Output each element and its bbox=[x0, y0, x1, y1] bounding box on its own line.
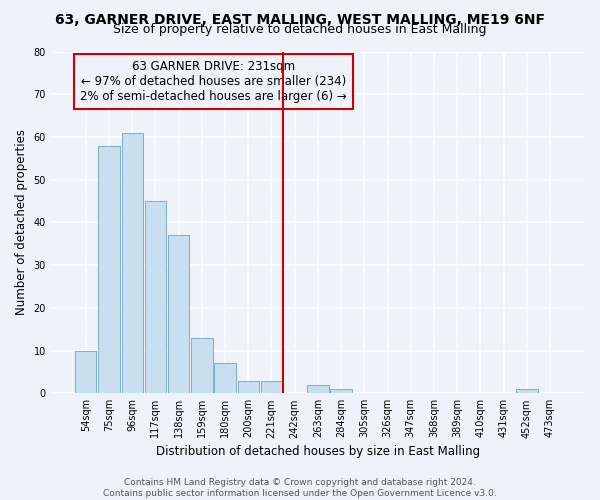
Bar bbox=[238, 380, 259, 394]
Bar bbox=[98, 146, 119, 394]
Bar bbox=[168, 235, 189, 394]
Text: Contains HM Land Registry data © Crown copyright and database right 2024.
Contai: Contains HM Land Registry data © Crown c… bbox=[103, 478, 497, 498]
Y-axis label: Number of detached properties: Number of detached properties bbox=[15, 130, 28, 316]
Bar bbox=[214, 364, 236, 394]
Text: 63 GARNER DRIVE: 231sqm
← 97% of detached houses are smaller (234)
2% of semi-de: 63 GARNER DRIVE: 231sqm ← 97% of detache… bbox=[80, 60, 347, 103]
Text: Size of property relative to detached houses in East Malling: Size of property relative to detached ho… bbox=[113, 22, 487, 36]
Text: 63, GARNER DRIVE, EAST MALLING, WEST MALLING, ME19 6NF: 63, GARNER DRIVE, EAST MALLING, WEST MAL… bbox=[55, 12, 545, 26]
Bar bbox=[331, 389, 352, 394]
Bar bbox=[261, 380, 282, 394]
Bar bbox=[145, 201, 166, 394]
Bar bbox=[307, 385, 329, 394]
Bar bbox=[191, 338, 212, 394]
Bar bbox=[75, 350, 97, 394]
Bar bbox=[122, 132, 143, 394]
Bar bbox=[516, 389, 538, 394]
X-axis label: Distribution of detached houses by size in East Malling: Distribution of detached houses by size … bbox=[156, 444, 480, 458]
